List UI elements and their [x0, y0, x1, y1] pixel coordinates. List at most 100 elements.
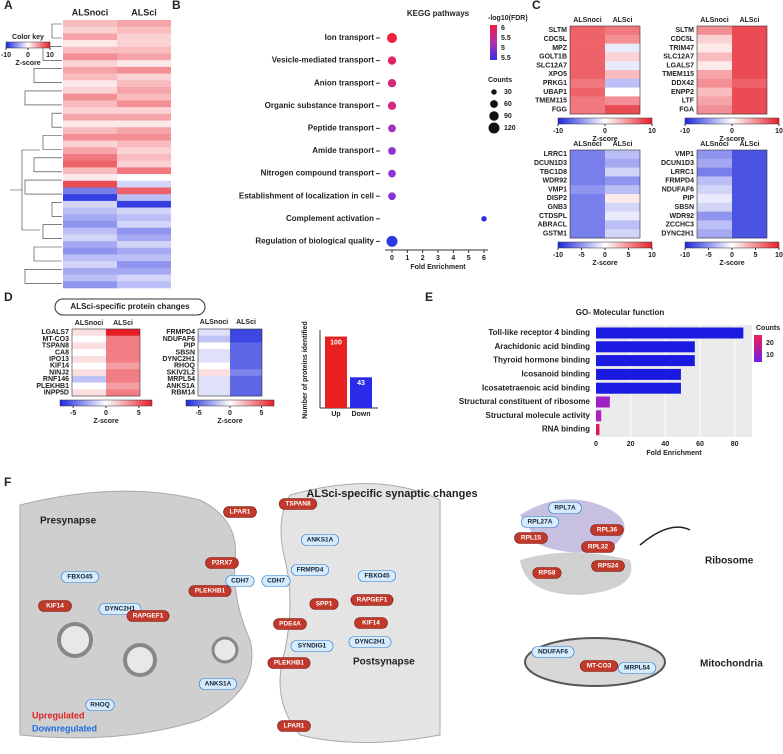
vesicle [211, 636, 239, 664]
legend-title: Counts [756, 325, 780, 332]
heatmap-cell [198, 342, 230, 350]
gene-label: KIF14 [50, 363, 69, 370]
heatmap-cell [72, 369, 106, 377]
dot [386, 235, 398, 247]
heatmap-cell [732, 70, 767, 80]
dot [387, 56, 397, 65]
legend-label: 60 [504, 101, 512, 108]
heatmap-cell [63, 274, 117, 282]
heatmap-cell [72, 362, 106, 370]
heatmap-cell [732, 78, 767, 88]
heatmap-cell [63, 133, 117, 141]
protein-tag [581, 541, 615, 553]
protein-label: CDH7 [267, 578, 285, 585]
heatmap-cell [605, 202, 640, 212]
heatmap-cell [117, 194, 171, 202]
column-label: ALSci [740, 17, 760, 24]
colorbar-tick-label: -10 [553, 128, 563, 135]
column-label: ALSci [740, 141, 760, 148]
gene-label: CDC5L [671, 36, 695, 43]
heatmap-cell [106, 335, 140, 343]
gene-label: GNB3 [548, 204, 568, 211]
heatmap-cell [117, 20, 171, 27]
gene-label: ZCCHC3 [666, 222, 694, 229]
protein-tag [38, 600, 72, 612]
region-label: Mitochondria [700, 659, 763, 670]
protein-tag [348, 636, 392, 648]
heatmap-cell [117, 87, 171, 94]
heatmap-cell [72, 355, 106, 363]
heatmap-cell [605, 185, 640, 195]
heatmap-cell [72, 349, 106, 357]
heatmap-cell [117, 241, 171, 249]
protein-label: ANKS1A [205, 681, 232, 688]
colorbar-tick-label: 5 [754, 252, 758, 259]
category-label: RNA binding [542, 425, 590, 434]
colorbar-tick-label: 0 [730, 252, 734, 259]
x-axis-label: Fold Enrichment [410, 264, 466, 271]
heatmap-cell [732, 96, 767, 106]
colorbar-tick-label: -10 [553, 252, 563, 259]
protein-label: LPAR1 [284, 723, 305, 730]
legend-size [488, 122, 500, 134]
colorbar [684, 241, 780, 249]
heatmap-cell [570, 211, 605, 221]
heatmap-cell [732, 229, 767, 239]
heatmap-cell [198, 335, 230, 343]
colorbar-label: Z-score [592, 136, 617, 143]
colorbar-label: Z-score [719, 136, 744, 143]
protein-tag [60, 571, 100, 583]
heatmap-cell [697, 26, 732, 36]
heatmap-cell [63, 200, 117, 208]
heatmap-cell [63, 120, 117, 128]
colorbar [59, 399, 153, 407]
gene-label: XPO5 [548, 71, 567, 78]
heatmap-cell [63, 107, 117, 115]
heatmap-cell [570, 78, 605, 88]
protein-label: FBXO45 [364, 573, 390, 580]
panel-title: ALSci-specific protein changes [70, 302, 190, 311]
gene-label: VMP1 [675, 151, 694, 158]
heatmap-cell [117, 147, 171, 155]
category-label: Amide transport [312, 146, 374, 155]
heatmap-cell [198, 382, 230, 390]
heatmap-cell [117, 174, 171, 182]
heatmap-cell [570, 70, 605, 80]
protein-tag [290, 640, 334, 652]
legend-label: 90 [504, 113, 512, 120]
protein-tag [300, 534, 340, 546]
colorbar-tick-label: 0 [730, 128, 734, 135]
x-tick-label: Down [351, 411, 370, 418]
protein-tag [532, 567, 562, 579]
x-tick-label: 3 [436, 255, 440, 262]
gene-label: CTDSPL [539, 213, 568, 220]
dot [387, 101, 397, 110]
heatmap-cell [63, 194, 117, 202]
heatmap-cell [117, 60, 171, 68]
colorbar-tick-label: 10 [766, 352, 774, 359]
protein-label: MRPL54 [624, 665, 650, 672]
heatmap-cell [732, 52, 767, 62]
gene-label: DCUN1D3 [534, 160, 567, 167]
heatmap-cell [63, 281, 117, 289]
colorbar-tick-label: 0 [603, 128, 607, 135]
heatmap-cell [732, 220, 767, 230]
gene-label: LGALS7 [41, 329, 69, 336]
category-label: Structural constituent of ribosome [459, 397, 591, 406]
heatmap-cell [570, 87, 605, 97]
protein-label: DYNC2H1 [105, 606, 136, 613]
heatmap-cell [732, 87, 767, 97]
protein-label: MT-CO3 [587, 663, 612, 670]
heatmap-cell [117, 73, 171, 81]
protein-tag [548, 502, 582, 514]
heatmap-cell [117, 154, 171, 161]
protein-tag [357, 570, 397, 582]
heatmap-cell [198, 389, 230, 397]
x-tick-label: Up [331, 411, 340, 418]
protein-label: ANKS1A [307, 537, 334, 544]
legend-label: Downregulated [32, 723, 97, 733]
heatmap-cell [117, 93, 171, 101]
arrow [639, 526, 691, 546]
heatmap-cell [605, 96, 640, 106]
panel-title: ALSci-specific synaptic changes [306, 488, 477, 500]
